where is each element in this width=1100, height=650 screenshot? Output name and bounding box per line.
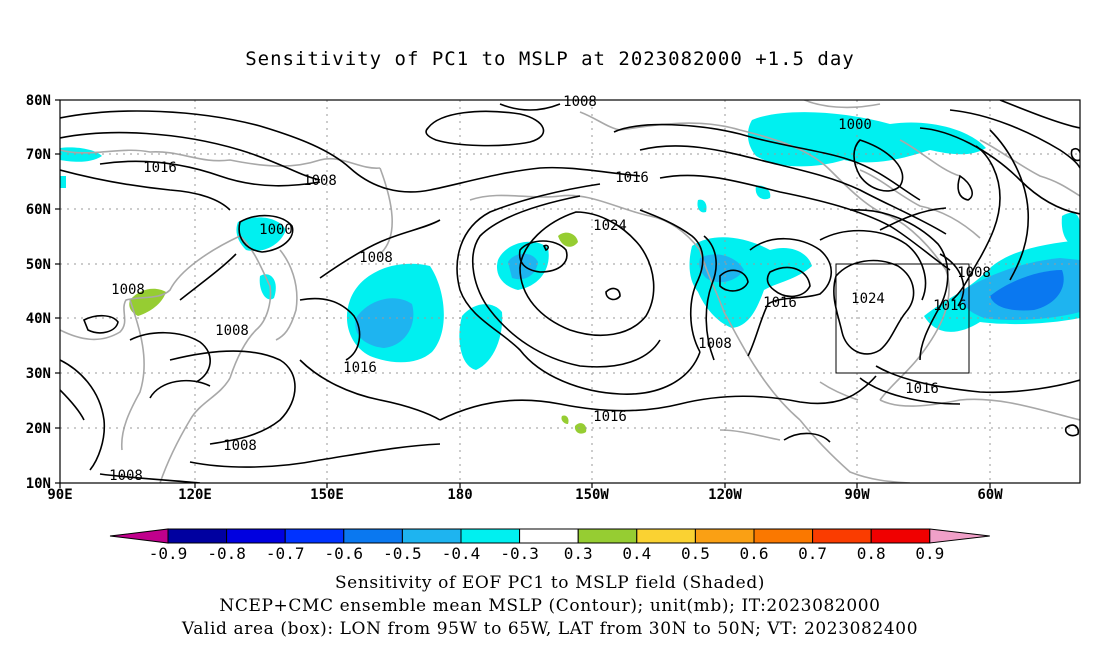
- colorbar-label: 0.6: [740, 544, 769, 563]
- colorbar-swatch: [577, 528, 638, 544]
- contour-label: 1008: [109, 468, 143, 484]
- lon-label: 60W: [977, 487, 1003, 503]
- colorbar-swatch: [812, 528, 872, 544]
- lat-label: 80N: [26, 93, 51, 109]
- colorbar-swatch: [284, 528, 345, 544]
- mslp-sensitivity-map: 90E 120E 150E 180 150W 120W 90W 60W 80N …: [26, 93, 1081, 503]
- colorbar-label: 0.8: [857, 544, 886, 563]
- contour-label: 1000: [259, 222, 293, 238]
- colorbar-swatch: [226, 528, 286, 544]
- axis-ticks: [55, 99, 991, 488]
- colorbar-label: 0.7: [798, 544, 827, 563]
- lat-label: 60N: [26, 202, 51, 218]
- colorbar-label: -0.9: [149, 544, 188, 563]
- colorbar-low-end: [109, 528, 169, 544]
- lat-label: 50N: [26, 257, 51, 273]
- lat-label: 30N: [26, 366, 51, 382]
- colorbar-swatch: [167, 528, 228, 544]
- contour-label: 1016: [905, 381, 939, 397]
- caption-valid-area: Valid area (box): LON from 95W to 65W, L…: [181, 619, 919, 639]
- contour-label: 1008: [303, 173, 337, 189]
- caption-shading: Sensitivity of EOF PC1 to MSLP field (Sh…: [334, 573, 766, 593]
- colorbar-label: 0.5: [681, 544, 710, 563]
- contour-label: 1008: [215, 323, 249, 339]
- contour-label: 1024: [851, 291, 885, 307]
- lat-label: 70N: [26, 147, 51, 163]
- contour-label: 1008: [359, 250, 393, 266]
- lon-label: 180: [447, 487, 472, 503]
- valid-area-box: [835, 263, 970, 374]
- colorbar-swatch: [343, 528, 403, 544]
- color-scale-bar: -0.9 -0.8 -0.7 -0.6 -0.5 -0.4 -0.3 0.3 0.4 0.5 0.6…: [109, 528, 990, 563]
- colorbar-swatch: [460, 528, 521, 544]
- contour-label: 1008: [563, 94, 597, 110]
- lon-label: 120E: [178, 487, 212, 503]
- colorbar-label: -0.3: [500, 544, 539, 563]
- contour-label: 1000: [838, 117, 872, 133]
- colorbar-label: -0.4: [442, 544, 481, 563]
- contour-label: 1008: [223, 438, 257, 454]
- lat-label: 10N: [26, 476, 51, 492]
- contour-label: 1016: [933, 298, 967, 314]
- contour-label: 1016: [763, 295, 797, 311]
- lon-label: 90W: [844, 487, 870, 503]
- lat-label: 40N: [26, 311, 51, 327]
- caption-contours: NCEP+CMC ensemble mean MSLP (Contour); u…: [219, 596, 881, 616]
- colorbar-label: 0.4: [622, 544, 651, 563]
- map-title: Sensitivity of PC1 to MSLP at 2023082000…: [245, 48, 855, 70]
- contour-label: 1008: [698, 336, 732, 352]
- sensitivity-shading: [60, 112, 1080, 434]
- contour-label: 1008: [957, 265, 991, 281]
- colorbar-label: 0.9: [915, 544, 944, 563]
- colorbar-swatch: [753, 528, 814, 544]
- contour-label: 1024: [593, 218, 627, 234]
- mslp-contours: [60, 100, 1080, 483]
- colorbar-swatch: [519, 528, 579, 544]
- colorbar-label: -0.6: [325, 544, 364, 563]
- contour-label: 1016: [143, 160, 177, 176]
- lat-label: 20N: [26, 421, 51, 437]
- colorbar-label: -0.5: [383, 544, 422, 563]
- colorbar-label: -0.8: [207, 544, 246, 563]
- map-frame: [59, 99, 1081, 484]
- contour-label: 1008: [111, 282, 145, 298]
- colorbar-swatch: [401, 528, 462, 544]
- colorbar-swatch: [694, 528, 755, 544]
- colorbar-swatch: [870, 528, 931, 544]
- contour-label: 1016: [343, 360, 377, 376]
- contour-label: 1016: [593, 409, 627, 425]
- lon-label: 120W: [708, 487, 742, 503]
- colorbar-swatch: [636, 528, 696, 544]
- lon-label: 150W: [575, 487, 609, 503]
- colorbar-label: -0.7: [266, 544, 305, 563]
- contour-label: 1016: [615, 170, 649, 186]
- lon-label: 150E: [310, 487, 344, 503]
- colorbar-high-end: [929, 528, 990, 544]
- lon-label: 90E: [47, 487, 72, 503]
- colorbar-label: 0.3: [564, 544, 593, 563]
